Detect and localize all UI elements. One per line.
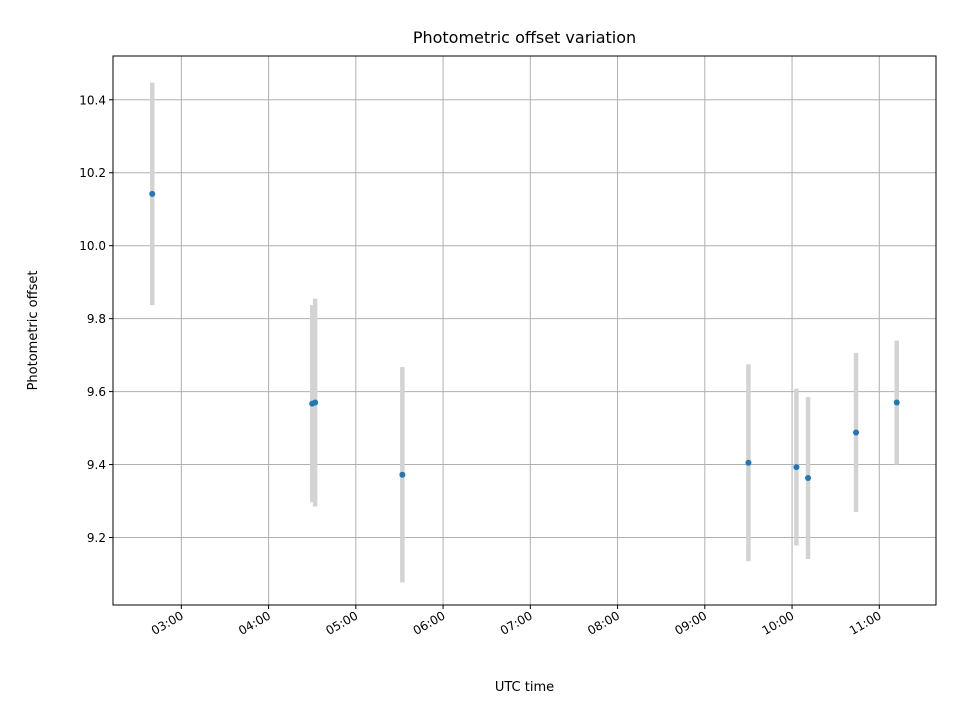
y-tick-label: 9.4 [87, 458, 106, 472]
x-axis-label: UTC time [495, 680, 554, 695]
data-point [149, 190, 156, 197]
data-point [805, 475, 812, 482]
y-tick-label: 9.6 [87, 385, 106, 399]
chart-title: Photometric offset variation [413, 28, 636, 47]
data-point [793, 464, 800, 471]
data-point [853, 429, 860, 436]
y-tick-label: 10.0 [79, 239, 106, 253]
grid-layer [113, 56, 936, 605]
data-point [745, 459, 752, 466]
y-tick-label: 10.2 [79, 166, 106, 180]
y-tick-label: 9.8 [87, 312, 106, 326]
y-axis-label: Photometric offset [26, 271, 41, 391]
data-point [893, 399, 900, 406]
data-point [312, 399, 319, 406]
data-point [399, 471, 406, 478]
y-tick-label: 10.4 [79, 93, 106, 107]
plot-frame [112, 55, 937, 606]
y-tick-label: 9.2 [87, 531, 106, 545]
point-layer [149, 190, 900, 482]
